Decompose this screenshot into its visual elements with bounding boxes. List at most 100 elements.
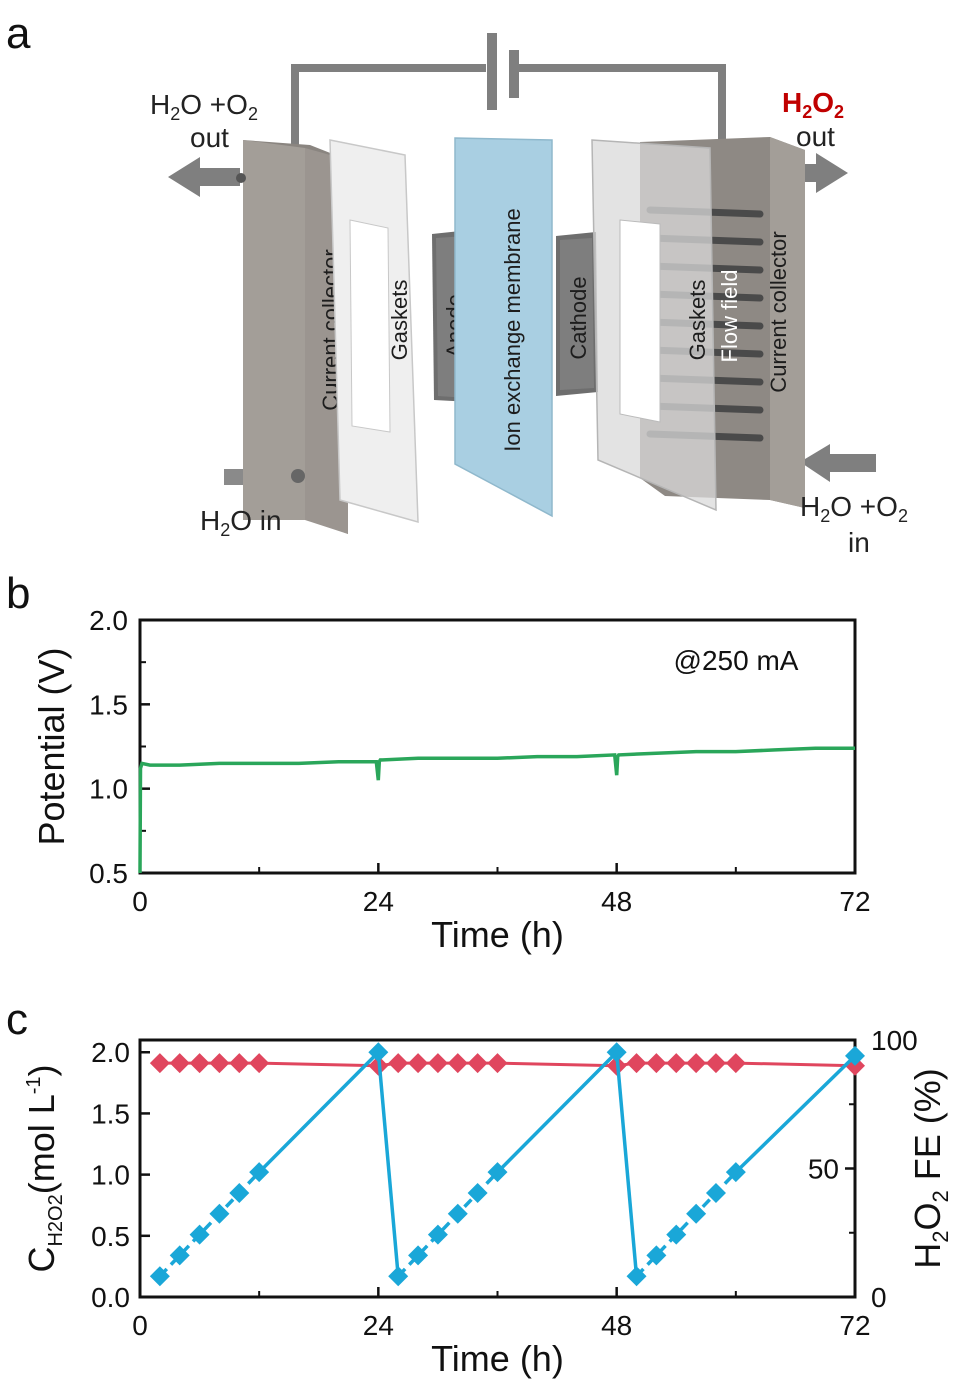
y-tick-label: 0.5: [89, 858, 128, 889]
y-right-tick-label: 100: [871, 1025, 918, 1056]
fe-point: [646, 1053, 667, 1074]
fe-point: [229, 1053, 250, 1074]
concentration-dashed-line: [158, 1170, 261, 1278]
concentration-point: [388, 1266, 409, 1287]
y-left-tick-label: 1.0: [91, 1160, 130, 1191]
y-tick-label: 1.0: [89, 774, 128, 805]
x-tick-label: 24: [363, 1310, 394, 1341]
concentration-point: [686, 1203, 707, 1224]
concentration-point: [845, 1045, 865, 1066]
fe-point: [209, 1053, 230, 1074]
fe-point: [149, 1053, 170, 1074]
concentration-solid-line: [614, 1052, 639, 1277]
right-gaskets: [591, 139, 717, 512]
y-right-axis-title: H2O2 FE (%): [907, 1068, 953, 1269]
fe-point: [666, 1053, 687, 1074]
concentration-fe-chart: 0 24 48 72 0.0 0.5 1.0 1.5 2.0 0 50 100 Time (h) CH2O…: [21, 1025, 953, 1379]
concentration-point: [249, 1162, 270, 1183]
concentration-point: [626, 1266, 647, 1287]
y-axis-title: Potential (V): [31, 647, 72, 845]
concentration-point: [487, 1162, 508, 1183]
y-left-tick-label: 0.5: [91, 1221, 130, 1252]
panel-b-letter: b: [6, 569, 30, 618]
cathode-label: Cathode: [566, 276, 591, 359]
y-right-tick-label: 0: [871, 1282, 887, 1313]
potential-chart: 0 24 48 72 0.5 1.0 1.5 2.0 Time (h) Potential (V)…: [31, 605, 871, 955]
left-out-arrow: [168, 157, 240, 197]
left-out-label-line2: out: [190, 122, 229, 153]
right-collector-label: Current collector: [766, 231, 791, 392]
concentration-point: [169, 1245, 190, 1266]
concentration-point: [725, 1162, 746, 1183]
fe-point: [626, 1053, 647, 1074]
x-tick-label: 48: [601, 1310, 632, 1341]
concentration-solid-line: [496, 1051, 618, 1174]
x-axis-title: Time (h): [431, 914, 564, 955]
concentration-point: [467, 1182, 488, 1203]
panel-c-letter: c: [6, 995, 28, 1044]
concentration-point: [447, 1203, 468, 1224]
x-tick-label: 0: [132, 1310, 148, 1341]
flow-field-label: Flow field: [717, 270, 742, 363]
y-tick-label: 2.0: [89, 605, 128, 636]
concentration-point: [646, 1245, 667, 1266]
right-out-label-line2: out: [796, 121, 835, 152]
right-out-arrow: [782, 153, 848, 193]
cathode: [556, 232, 598, 396]
potential-line: [138, 746, 855, 874]
y-left-tick-label: 0.0: [91, 1282, 130, 1313]
x-tick-label: 24: [363, 886, 394, 917]
left-gaskets-label: Gaskets: [387, 280, 412, 361]
y-right-tick-label: 50: [808, 1154, 839, 1185]
right-in-arrow: [800, 444, 876, 482]
y-tick-label: 1.5: [89, 689, 128, 720]
x-axis-title: Time (h): [431, 1338, 564, 1379]
concentration-point: [229, 1182, 250, 1203]
membrane-label: Ion exchange membrane: [500, 208, 525, 451]
current-annotation: @250 mA: [674, 645, 799, 676]
fe-point: [249, 1053, 270, 1074]
fe-point: [388, 1053, 409, 1074]
fe-point: [725, 1053, 746, 1074]
left-in-label: H2O in: [200, 505, 282, 540]
concentration-point: [368, 1042, 389, 1063]
x-tick-label: 72: [839, 886, 870, 917]
concentration-solid-line: [257, 1051, 380, 1174]
fe-point: [447, 1053, 468, 1074]
y-left-axis-title: CH2O2(mol L-1): [21, 1064, 67, 1272]
concentration-dashed-line: [396, 1170, 499, 1278]
right-out-label-line1: H2O2: [782, 87, 844, 122]
left-gaskets: [329, 139, 419, 524]
concentration-solid-line: [376, 1052, 400, 1277]
fe-point: [487, 1053, 508, 1074]
concentration-point: [149, 1266, 170, 1287]
x-tick-label: 72: [839, 1310, 870, 1341]
fe-point: [427, 1053, 448, 1074]
fe-point: [189, 1053, 210, 1074]
ion-exchange-membrane: [454, 137, 553, 518]
power-supply-circuit: [291, 33, 726, 145]
right-gaskets-label: Gaskets: [685, 280, 710, 361]
left-out-label-line1: H2O +O2: [150, 89, 258, 124]
x-tick-label: 48: [601, 886, 632, 917]
concentration-point: [427, 1224, 448, 1245]
right-in-label-line2: in: [848, 527, 870, 558]
concentration-dashed-line: [635, 1170, 738, 1278]
y-left-tick-label: 2.0: [91, 1037, 130, 1068]
x-tick-label: 0: [132, 886, 148, 917]
concentration-point: [606, 1042, 627, 1063]
concentration-point: [666, 1224, 687, 1245]
y-left-tick-label: 1.5: [91, 1098, 130, 1129]
fe-point: [467, 1053, 488, 1074]
concentration-solid-line: [734, 1054, 857, 1174]
cell-diagram: Current collector Gaskets Anode Ion exch…: [150, 33, 908, 558]
panel-a-letter: a: [6, 9, 31, 58]
concentration-point: [705, 1182, 726, 1203]
concentration-point: [209, 1203, 230, 1224]
fe-point: [686, 1053, 707, 1074]
right-in-label-line1: H2O +O2: [800, 491, 908, 526]
concentration-point: [189, 1224, 210, 1245]
fe-point: [408, 1053, 429, 1074]
fe-point: [169, 1053, 190, 1074]
